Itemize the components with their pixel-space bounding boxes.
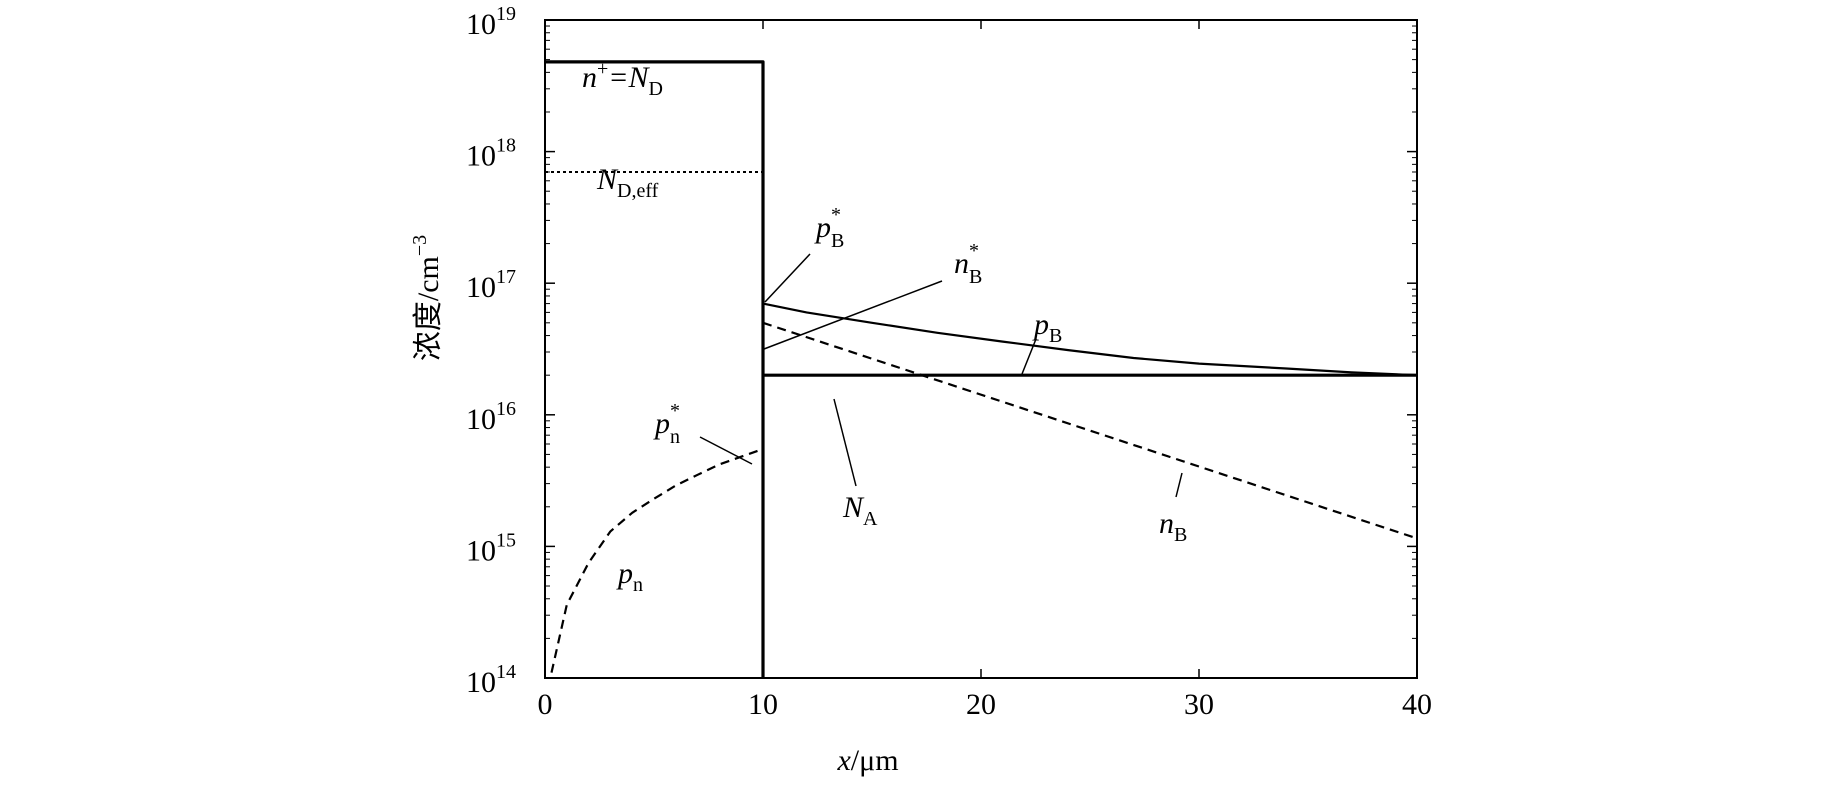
series-n-plus: [545, 60, 765, 678]
series-p-n: [550, 447, 764, 673]
label-pn-star: p* n: [653, 400, 680, 448]
label-NA: NA: [842, 491, 878, 530]
y-tick-label: 1019: [466, 3, 516, 41]
label-n-plus-nd: n+=ND: [582, 58, 663, 100]
leader-pB: [1021, 338, 1037, 375]
leader-pn-star: [699, 436, 753, 465]
x-tick-label: 0: [538, 688, 553, 721]
x-tick-label: 30: [1184, 688, 1214, 721]
series-n-B: [762, 321, 1418, 540]
label-pB: pB: [1032, 308, 1062, 347]
y-tick-label: 1018: [466, 135, 516, 173]
x-tick-label: 20: [966, 688, 996, 721]
y-tick-label: 1017: [466, 266, 516, 304]
y-axis-label: 浓度/cm−3: [409, 235, 445, 361]
x-axis-label: x/μm: [836, 744, 898, 777]
plot-frame: [544, 19, 1418, 679]
y-tick-label: 1014: [466, 661, 516, 699]
ticks-layer: 0 10 20 30 40 1014 1015 1016 1017 1018 1019: [466, 3, 1432, 721]
x-tick-label: 40: [1402, 688, 1432, 721]
y-tick-label: 1015: [466, 529, 516, 567]
label-nd-eff: ND,eff: [596, 163, 659, 202]
y-tick-label: 1016: [466, 398, 516, 436]
leader-nB-star: [763, 280, 943, 350]
leader-pB-star: [764, 253, 811, 303]
label-pn: pn: [616, 557, 643, 596]
leader-nB: [1175, 472, 1183, 498]
leader-NA: [833, 398, 857, 487]
label-nB: nB: [1159, 507, 1187, 546]
label-nB-star: n* B: [954, 240, 982, 288]
label-pB-star: p* B: [814, 204, 844, 252]
series-p-B: [762, 302, 1418, 377]
leader-lines: [699, 253, 1183, 498]
x-tick-label: 10: [748, 688, 778, 721]
series-layer: [545, 60, 1418, 678]
